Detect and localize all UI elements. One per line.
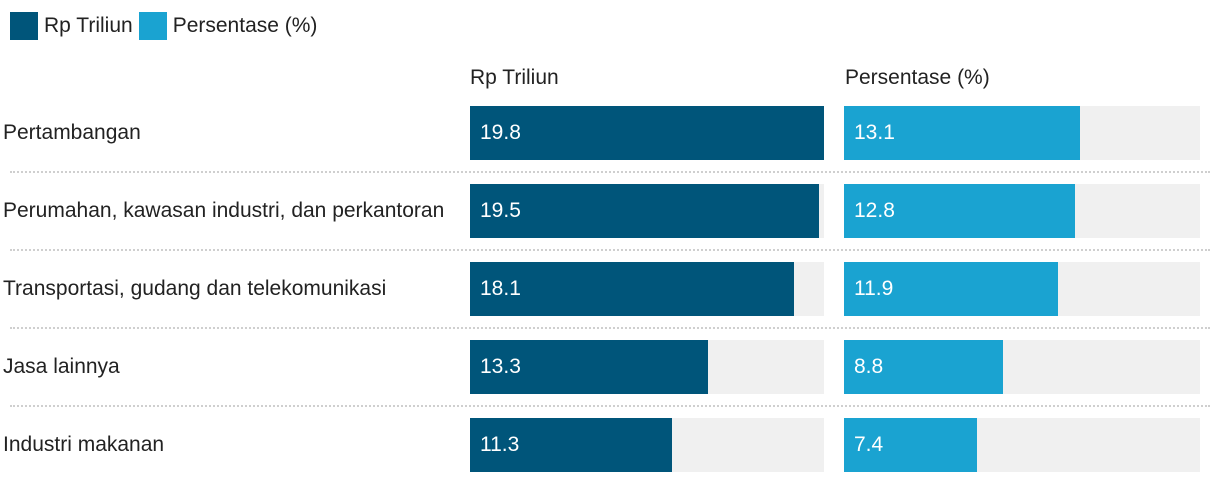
bar-track: 18.1 <box>470 262 824 316</box>
row-separator <box>10 249 1210 251</box>
category-label: Industri makanan <box>3 433 165 456</box>
row-separator <box>10 327 1210 329</box>
data-label: 19.5 <box>480 199 521 222</box>
bar-rp-triliun <box>470 418 672 472</box>
bar-persentase <box>844 262 1058 316</box>
legend-swatch-rp-triliun <box>10 12 38 40</box>
row-separator <box>10 405 1210 407</box>
bar-track: 7.4 <box>844 418 1200 472</box>
bar-rp-triliun <box>470 262 794 316</box>
data-label: 13.3 <box>480 355 521 378</box>
bar-track: 13.1 <box>844 106 1200 160</box>
category-label: Perumahan, kawasan industri, dan perkant… <box>3 199 445 222</box>
data-label: 18.1 <box>480 277 521 300</box>
bar-track: 8.8 <box>844 340 1200 394</box>
row-separator <box>10 171 1210 173</box>
data-label: 8.8 <box>854 355 884 378</box>
bar-track: 13.3 <box>470 340 824 394</box>
data-label: 12.8 <box>854 199 895 222</box>
legend-item-persentase: Persentase (%) <box>138 12 318 40</box>
legend-label-rp-triliun: Rp Triliun <box>44 14 133 37</box>
data-label: 11.9 <box>854 277 894 300</box>
data-label: 7.4 <box>854 433 884 456</box>
bar-track: 11.3 <box>470 418 824 472</box>
legend-label-persentase: Persentase (%) <box>172 14 318 37</box>
category-label: Transportasi, gudang dan telekomunikasi <box>3 277 387 300</box>
bar-track: 11.9 <box>844 262 1200 316</box>
bar-persentase <box>844 340 1003 394</box>
category-label: Jasa lainnya <box>3 355 120 378</box>
data-label: 19.8 <box>480 121 521 144</box>
bar-rp-triliun <box>470 340 708 394</box>
data-label: 11.3 <box>480 433 520 456</box>
bar-persentase <box>844 106 1080 160</box>
bar-rp-triliun <box>470 184 819 238</box>
bar-persentase <box>844 418 977 472</box>
column-header-rp-triliun: Rp Triliun <box>470 66 559 89</box>
bar-rp-triliun <box>470 106 824 160</box>
bar-persentase <box>844 184 1075 238</box>
data-label: 13.1 <box>854 121 895 144</box>
bar-track: 19.8 <box>470 106 824 160</box>
legend-item-rp-triliun: Rp Triliun <box>10 12 133 40</box>
category-label: Pertambangan <box>3 121 141 144</box>
column-header-persentase: Persentase (%) <box>845 66 990 89</box>
legend-swatch-persentase <box>138 12 167 40</box>
bar-track: 12.8 <box>844 184 1200 238</box>
bar-track: 19.5 <box>470 184 824 238</box>
legend: Rp Triliun Persentase (%) <box>10 10 323 42</box>
